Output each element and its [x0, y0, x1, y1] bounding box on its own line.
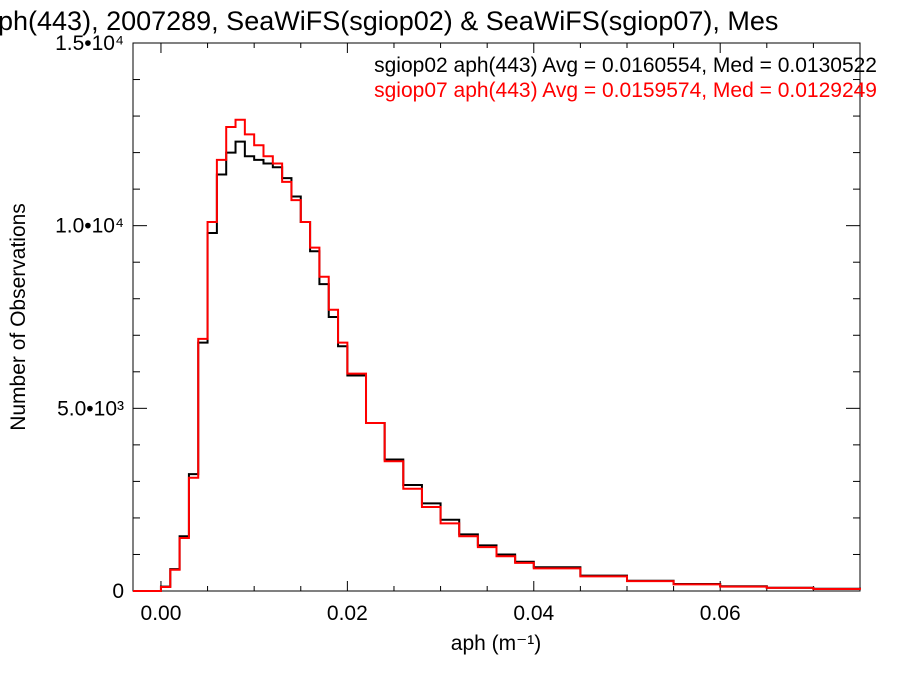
x-axis-label: aph (m⁻¹)	[451, 632, 541, 655]
legend-entry-sgiop07: sgiop07 aph(443) Avg = 0.0159574, Med = …	[374, 79, 877, 102]
y-tick-label: 0	[112, 580, 124, 603]
x-tick-label: 0.06	[700, 602, 741, 625]
y-tick-label: 1.0•10⁴	[55, 215, 124, 238]
series-line-sgiop02	[133, 140, 861, 592]
series-line-sgiop07	[133, 118, 861, 592]
y-axis-label: Number of Observations	[7, 203, 30, 431]
y-axis: 0 5.0•10³ 1.0•10⁴ 1.5•10⁴	[55, 32, 860, 603]
x-tick-label: 0.04	[513, 602, 554, 625]
y-tick-label: 5.0•10³	[57, 397, 124, 420]
chart-title: ph(443), 2007289, SeaWiFS(sgiop02) & Sea…	[0, 6, 778, 36]
series-group	[133, 118, 861, 592]
legend-entry-sgiop02: sgiop02 aph(443) Avg = 0.0160554, Med = …	[374, 54, 877, 77]
x-axis: 0.00 0.02 0.04 0.06	[141, 43, 814, 625]
y-tick-label: 1.5•10⁴	[55, 32, 124, 55]
x-tick-label: 0.02	[327, 602, 368, 625]
plot-frame	[132, 42, 861, 592]
x-tick-label: 0.00	[141, 602, 182, 625]
